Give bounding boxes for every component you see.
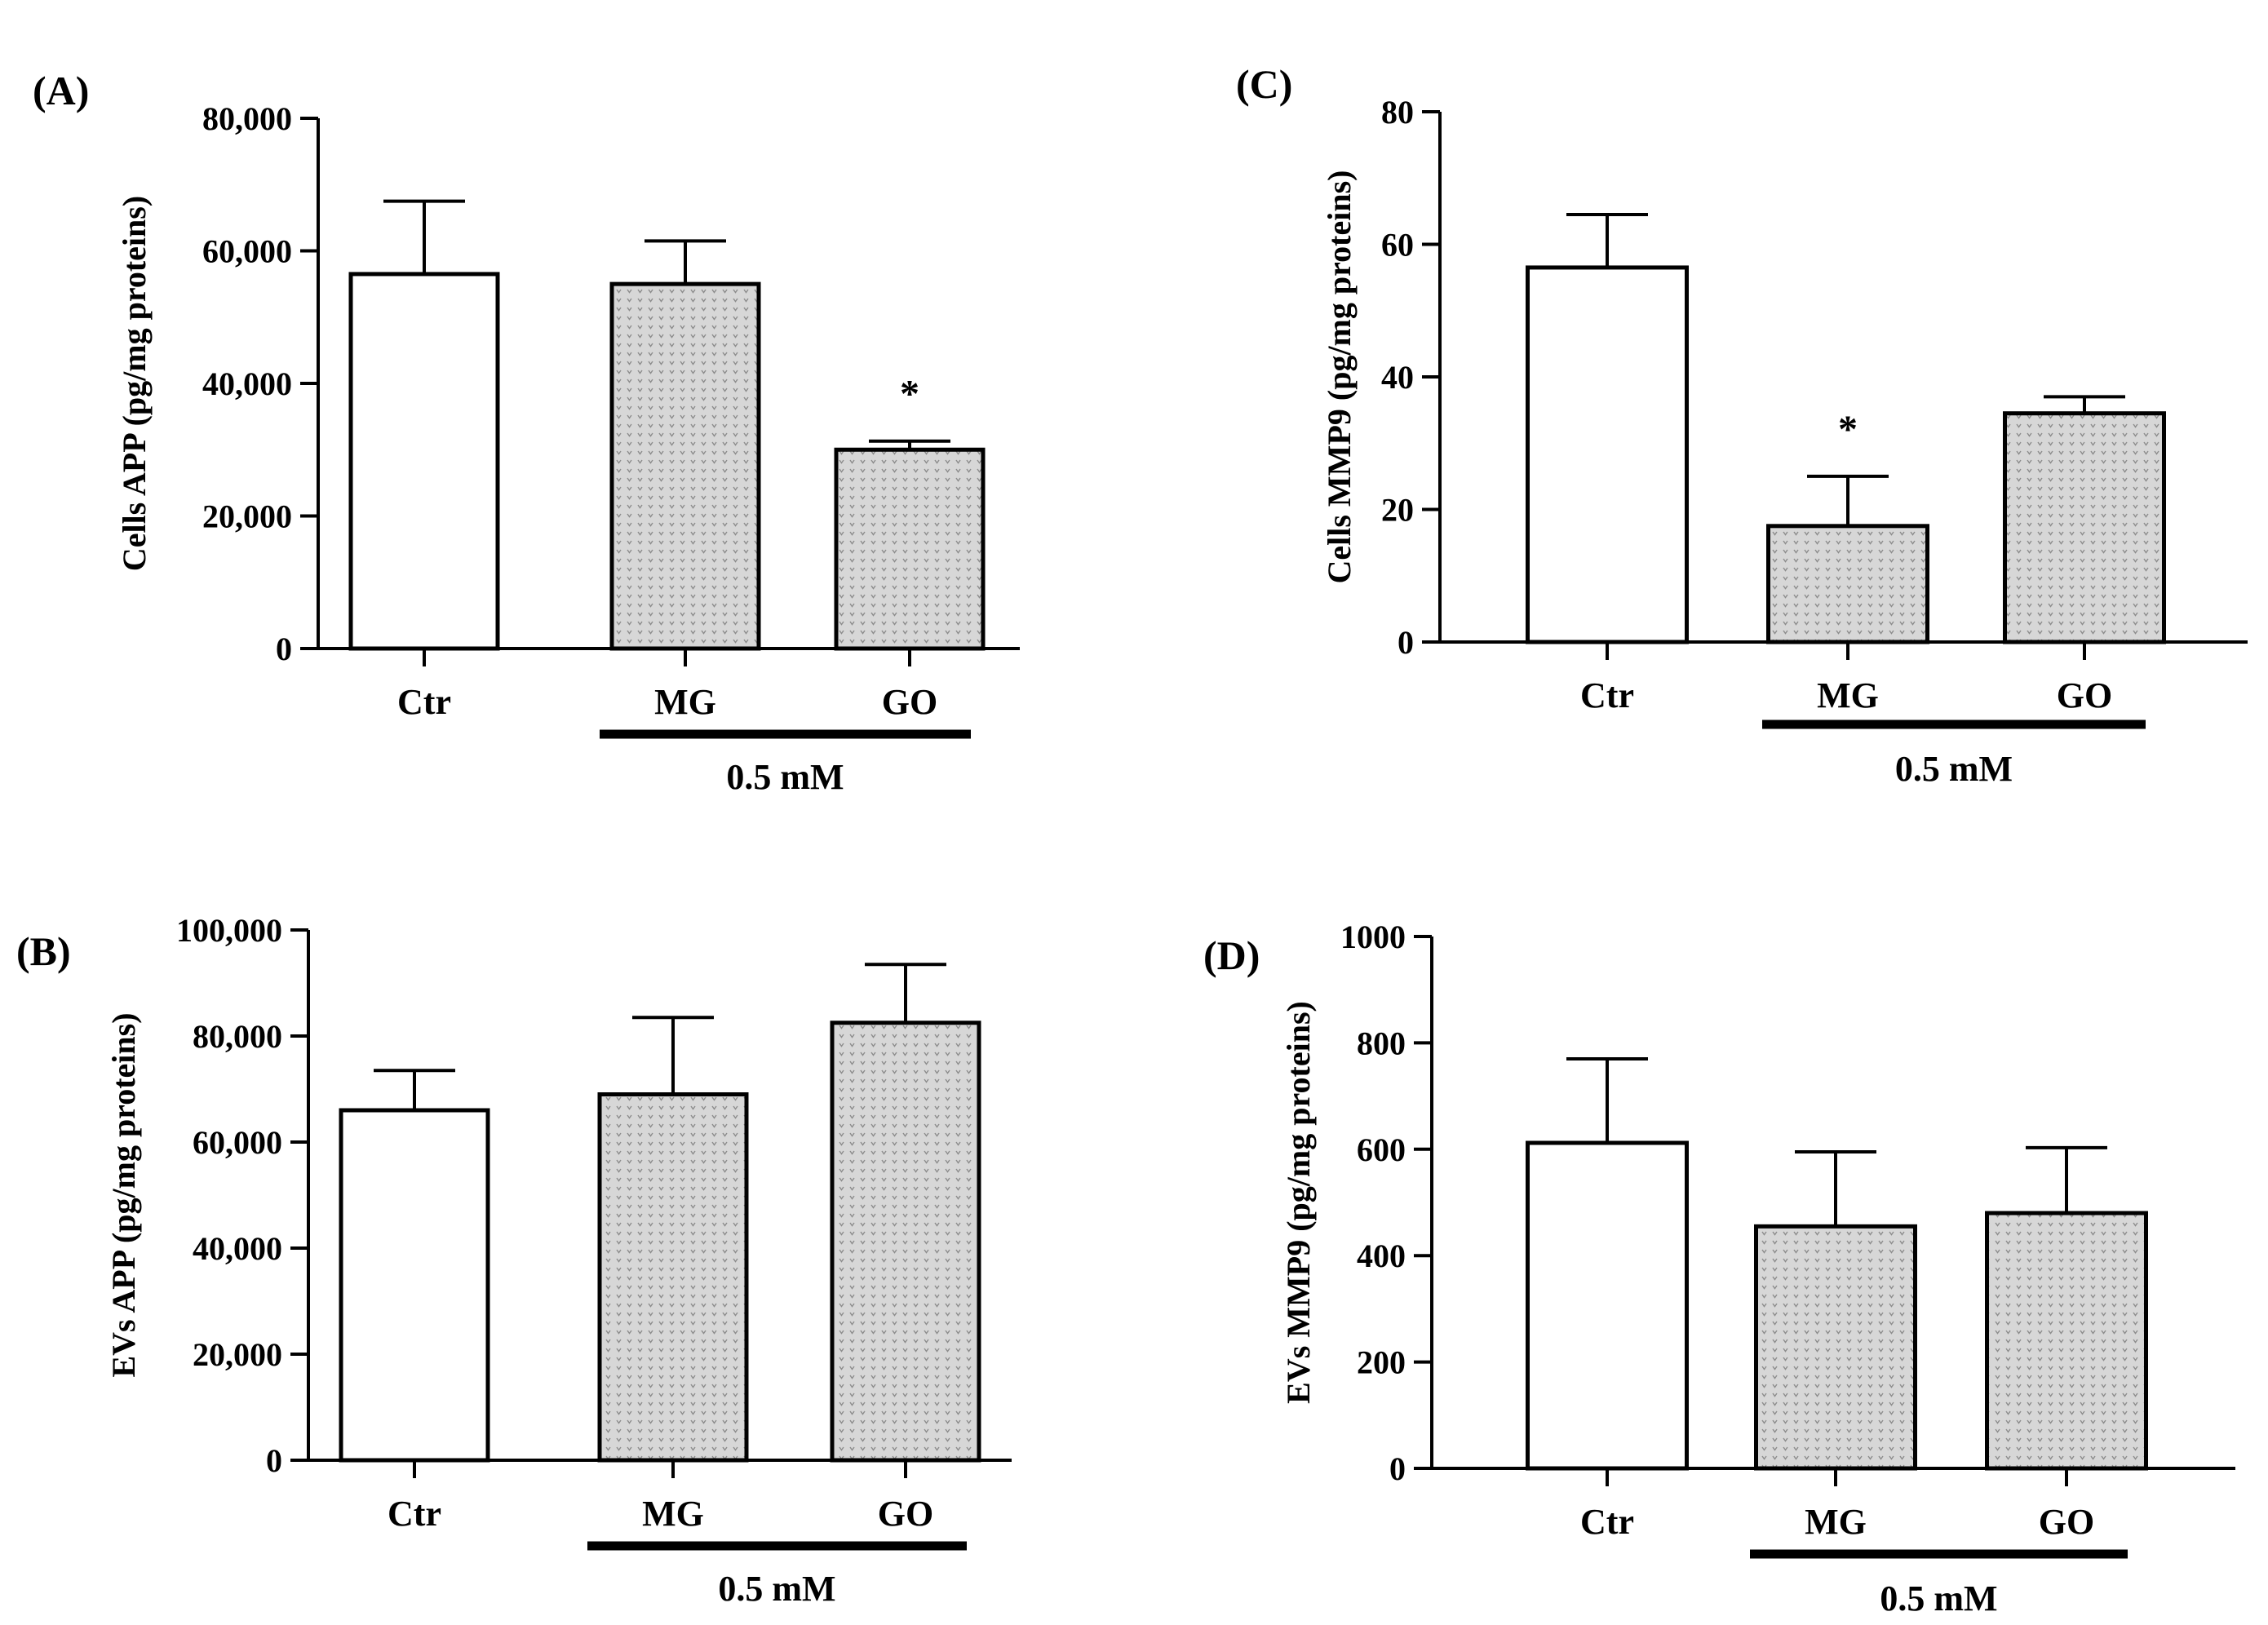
- group-label: 0.5 mM: [1895, 749, 2013, 789]
- group-label: 0.5 mM: [718, 1569, 835, 1609]
- bar-ctr: [339, 1108, 490, 1463]
- y-tick-label: 200: [1357, 1344, 1406, 1381]
- y-tick-label: 60,000: [193, 1124, 282, 1161]
- group-label: 0.5 mM: [1880, 1579, 1997, 1618]
- y-tick-label: 80,000: [202, 100, 292, 137]
- bar-go: [834, 447, 986, 651]
- y-tick-label: 60: [1381, 227, 1414, 263]
- y-tick-label: 80,000: [193, 1018, 282, 1055]
- panel-label: (B): [16, 928, 71, 974]
- y-axis-label: Cells MMP9 (pg/mg proteins): [1321, 170, 1358, 584]
- significance-marker: *: [900, 373, 919, 416]
- x-tick-label: GO: [2039, 1502, 2094, 1542]
- y-tick-label: 40,000: [193, 1230, 282, 1267]
- panel-b: (B) EVs APP (pg/mg proteins) 0 20,000 40,000…: [16, 912, 1012, 1609]
- bar-ctr: [348, 272, 500, 651]
- bar-go: [830, 1021, 981, 1463]
- panel-label: (C): [1236, 61, 1292, 107]
- bar-mg: [1754, 1224, 1917, 1471]
- y-tick-label: 600: [1357, 1131, 1406, 1168]
- y-tick-label: 1000: [1340, 919, 1406, 955]
- y-tick-label: 0: [276, 631, 292, 667]
- y-tick-label: 20: [1381, 492, 1414, 529]
- panel-label: (A): [33, 68, 89, 113]
- bar-go: [1985, 1211, 2148, 1471]
- y-tick-label: 20,000: [193, 1336, 282, 1373]
- x-tick-label: MG: [654, 682, 716, 722]
- bar-ctr: [1526, 265, 1689, 644]
- bar-go: [2003, 411, 2166, 644]
- panel-c: (C) Cells MMP9 (pg/mg proteins) 0 20 40 60 80 C…: [1236, 61, 2248, 789]
- y-tick-label: 0: [1389, 1450, 1406, 1487]
- x-tick-label: MG: [1817, 675, 1879, 715]
- x-tick-label: GO: [882, 682, 937, 722]
- y-tick-label: 100,000: [176, 912, 282, 949]
- y-tick-label: 40,000: [202, 365, 292, 402]
- x-tick-label: MG: [642, 1494, 704, 1534]
- y-tick-label: 800: [1357, 1025, 1406, 1061]
- x-tick-label: Ctr: [1580, 1502, 1634, 1542]
- y-tick-label: 20,000: [202, 498, 292, 535]
- bar-mg: [1766, 524, 1929, 644]
- group-label: 0.5 mM: [726, 757, 844, 797]
- y-axis-label: EVs APP (pg/mg proteins): [105, 1012, 142, 1377]
- x-tick-label: GO: [878, 1494, 933, 1534]
- bar-mg: [609, 281, 761, 651]
- bar-mg: [597, 1092, 749, 1463]
- y-tick-label: 60,000: [202, 233, 292, 270]
- x-tick-label: Ctr: [1580, 675, 1634, 715]
- y-axis-label: EVs MMP9 (pg/mg proteins): [1280, 1001, 1317, 1404]
- y-axis-label: Cells APP (pg/mg proteins): [116, 196, 153, 571]
- significance-marker: *: [1838, 408, 1858, 451]
- y-tick-label: 400: [1357, 1238, 1406, 1274]
- y-tick-label: 80: [1381, 94, 1414, 131]
- x-tick-label: GO: [2057, 675, 2112, 715]
- y-tick-label: 40: [1381, 359, 1414, 396]
- y-tick-label: 0: [1398, 624, 1414, 661]
- panel-label: (D): [1203, 932, 1260, 978]
- panel-a: (A) Cells APP (pg/mg proteins) 0 20,000 40,0…: [33, 68, 1020, 797]
- bar-ctr: [1526, 1140, 1689, 1471]
- x-tick-label: Ctr: [388, 1494, 441, 1534]
- panel-d: (D) EVs MMP9 (pg/mg proteins) 0 200 400 600 80…: [1203, 919, 2235, 1618]
- y-tick-label: 0: [266, 1442, 282, 1479]
- x-tick-label: MG: [1805, 1502, 1867, 1542]
- x-tick-label: Ctr: [397, 682, 451, 722]
